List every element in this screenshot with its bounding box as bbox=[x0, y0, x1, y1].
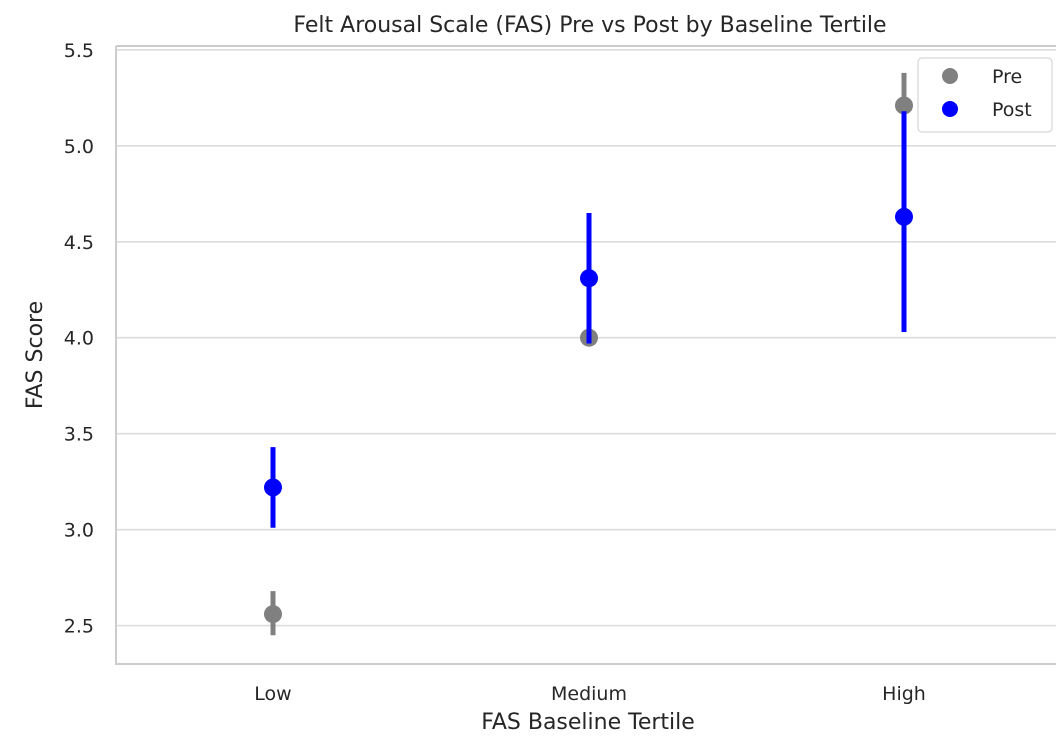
point-pre bbox=[264, 605, 282, 624]
grid-lines bbox=[116, 49, 1056, 627]
y-tick-label: 4.0 bbox=[64, 328, 94, 350]
y-tick-label: 3.5 bbox=[64, 424, 94, 446]
y-tick-label: 3.0 bbox=[64, 520, 94, 542]
point-pre bbox=[895, 96, 913, 115]
x-tick-label: High bbox=[882, 683, 926, 705]
data-marks bbox=[264, 72, 913, 636]
y-tick-label: 5.0 bbox=[64, 136, 94, 158]
y-axis-label: FAS Score bbox=[23, 301, 48, 409]
x-tick-labels: Low Medium High bbox=[254, 683, 926, 705]
y-tick-label: 4.5 bbox=[64, 232, 94, 254]
chart-title: Felt Arousal Scale (FAS) Pre vs Post by … bbox=[293, 13, 886, 38]
y-tick-label: 2.5 bbox=[64, 616, 94, 638]
x-axis-label: FAS Baseline Tertile bbox=[481, 710, 695, 735]
y-tick-label: 5.5 bbox=[64, 40, 94, 62]
x-tick-label: Low bbox=[254, 683, 291, 705]
y-tick-labels: 2.5 3.0 3.5 4.0 4.5 5.0 5.5 bbox=[64, 40, 94, 638]
axes-frame bbox=[115, 46, 1056, 665]
x-tick-label: Medium bbox=[551, 683, 627, 705]
point-post bbox=[264, 478, 282, 497]
legend-label-post: Post bbox=[992, 99, 1032, 121]
legend-label-pre: Pre bbox=[992, 66, 1022, 88]
legend-marker-pre bbox=[942, 68, 958, 84]
legend: Pre Post bbox=[917, 57, 1053, 133]
legend-box bbox=[917, 57, 1053, 133]
legend-marker-post bbox=[942, 101, 958, 117]
point-post bbox=[580, 269, 598, 288]
point-post bbox=[895, 207, 913, 226]
